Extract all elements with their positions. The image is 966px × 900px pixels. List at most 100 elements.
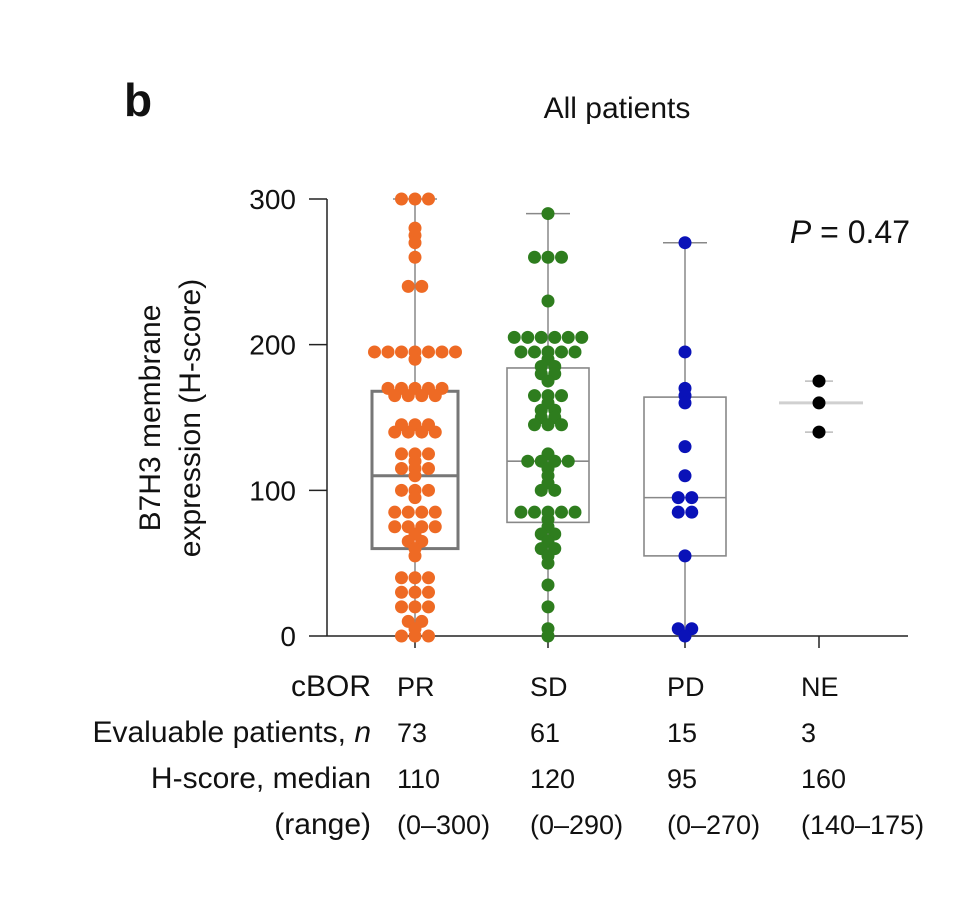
- data-point: [388, 425, 402, 439]
- row-label-n-italic: n: [354, 716, 371, 749]
- data-point: [541, 600, 555, 614]
- n-value-sd: 61: [530, 718, 560, 748]
- data-point: [395, 571, 408, 585]
- data-point: [548, 483, 562, 497]
- data-point: [528, 418, 541, 432]
- data-point: [422, 585, 435, 599]
- data-point: [685, 505, 699, 519]
- y-tick-label: 300: [249, 184, 296, 215]
- data-point: [395, 629, 408, 643]
- data-point: [415, 425, 429, 439]
- data-point: [555, 389, 568, 403]
- range-value-pd: (0–270): [667, 810, 760, 840]
- data-point: [388, 389, 402, 403]
- median-value-sd: 120: [530, 764, 575, 794]
- range-value-sd: (0–290): [530, 810, 623, 840]
- data-point: [568, 505, 582, 519]
- n-value-pd: 15: [667, 718, 697, 748]
- data-point: [408, 585, 422, 599]
- category-label-pd: PD: [667, 672, 705, 702]
- data-point: [514, 345, 528, 359]
- data-point: [528, 389, 541, 403]
- row-label-category: cBOR: [291, 670, 371, 703]
- data-point: [671, 491, 685, 505]
- data-point: [401, 425, 415, 439]
- data-point: [395, 192, 408, 206]
- median-value-ne: 160: [801, 764, 846, 794]
- median-value-pd: 95: [667, 764, 697, 794]
- data-point: [541, 294, 555, 308]
- p-symbol: P: [790, 214, 812, 250]
- data-point: [408, 571, 422, 585]
- range-value-ne: (140–175): [801, 810, 924, 840]
- data-point: [408, 192, 422, 206]
- data-point: [528, 505, 541, 519]
- data-point: [685, 491, 699, 505]
- p-value-text: = 0.47: [811, 214, 910, 250]
- panel-label: b: [124, 74, 152, 126]
- data-point: [408, 469, 422, 483]
- range-value-pr: (0–300): [397, 810, 490, 840]
- data-point: [541, 418, 555, 432]
- row-label-median: H-score, median: [151, 762, 371, 795]
- data-point: [678, 629, 692, 643]
- data-point: [428, 505, 442, 519]
- data-point: [678, 345, 692, 359]
- group-ne: [779, 374, 863, 648]
- row-label-range: (range): [274, 808, 371, 841]
- data-point: [422, 345, 435, 359]
- data-point: [521, 454, 535, 468]
- data-point: [678, 549, 692, 563]
- data-point: [534, 330, 548, 344]
- data-point: [671, 505, 685, 519]
- data-point: [401, 279, 415, 293]
- data-point: [449, 345, 462, 359]
- data-point: [395, 447, 408, 461]
- data-point: [428, 389, 442, 403]
- data-point: [528, 250, 541, 264]
- category-label-ne: NE: [801, 672, 839, 702]
- data-point: [422, 600, 435, 614]
- data-point: [395, 585, 408, 599]
- data-point: [395, 461, 408, 475]
- data-point: [381, 345, 395, 359]
- data-point: [395, 600, 408, 614]
- data-point: [408, 600, 422, 614]
- y-axis-label-line2: expression (H-score): [174, 279, 207, 557]
- data-point: [812, 425, 826, 439]
- data-point: [555, 250, 568, 264]
- data-point: [415, 279, 429, 293]
- data-point: [401, 505, 415, 519]
- data-point: [408, 250, 422, 264]
- category-label-sd: SD: [530, 672, 568, 702]
- data-point: [541, 578, 555, 592]
- data-point: [408, 236, 422, 250]
- data-point: [408, 549, 422, 563]
- p-value-annotation: P = 0.47: [790, 214, 910, 250]
- data-point: [541, 556, 555, 570]
- data-point: [408, 629, 422, 643]
- data-point: [534, 483, 548, 497]
- median-value-pr: 110: [397, 764, 440, 794]
- y-tick-label: 200: [249, 330, 296, 361]
- y-tick-label: 0: [280, 621, 296, 652]
- data-point: [514, 505, 528, 519]
- data-point: [548, 330, 562, 344]
- group-sd: [506, 207, 590, 648]
- data-point: [561, 330, 575, 344]
- data-point: [388, 505, 402, 519]
- group-pr: [368, 192, 462, 648]
- data-point: [678, 236, 692, 250]
- data-point: [555, 505, 568, 519]
- data-point: [422, 571, 435, 585]
- data-point: [388, 520, 402, 534]
- data-point: [435, 345, 449, 359]
- data-point: [422, 629, 435, 643]
- data-point: [541, 207, 555, 221]
- data-point: [408, 491, 422, 505]
- data-point: [428, 425, 442, 439]
- row-label-n: Evaluable patients, n: [92, 716, 371, 749]
- data-point: [428, 520, 442, 534]
- n-value-pr: 73: [397, 718, 427, 748]
